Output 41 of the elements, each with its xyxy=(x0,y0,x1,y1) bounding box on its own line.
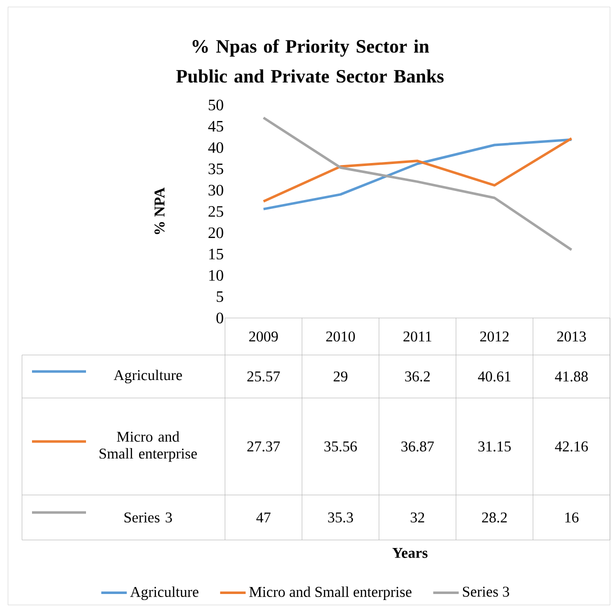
text: Series 3 xyxy=(124,512,172,522)
chart-title: % Npas of Priority Sector in Public and Private Sector Banks xyxy=(176,39,444,83)
y-tick-label: 40 xyxy=(208,142,224,153)
data-label: 29 xyxy=(334,371,348,382)
data-label: 35.56 xyxy=(324,441,357,452)
x-tick-label: 2011 xyxy=(403,331,432,342)
y-axis-title: % NPA xyxy=(154,187,165,234)
y-tick-label: 0 xyxy=(216,312,224,324)
data-label: 25.57 xyxy=(247,371,280,382)
data-label: 36.2 xyxy=(405,371,430,382)
data-label: 32 xyxy=(410,512,424,522)
text: Years xyxy=(392,548,428,558)
data-label: 27.37 xyxy=(247,441,280,452)
line-series xyxy=(262,116,573,252)
y-tick-label: 45 xyxy=(208,120,224,132)
text: Micro and Small enterprise xyxy=(249,586,412,600)
data-label: 42.16 xyxy=(554,441,588,452)
x-tick-label: 2010 xyxy=(326,331,355,342)
x-tick-label: 2013 xyxy=(557,331,586,342)
x-tick-label: 2012 xyxy=(480,331,509,342)
y-tick-label: 20 xyxy=(208,227,224,238)
y-tick-label: 5 xyxy=(216,291,224,302)
y-tick-label: 10 xyxy=(209,270,224,281)
data-label: 40.61 xyxy=(478,371,510,382)
y-tick-label: 15 xyxy=(209,248,224,260)
y-tick-label: 35 xyxy=(208,164,224,174)
y-tick-label: 50 xyxy=(208,100,224,110)
y-tick-label: 30 xyxy=(208,184,224,196)
data-label: 28.2 xyxy=(482,512,507,523)
y-tick-label: 25 xyxy=(208,206,224,217)
data-label: 35.3 xyxy=(328,512,353,523)
data-label: 41.88 xyxy=(554,371,588,382)
x-tick-label: 2009 xyxy=(249,331,278,342)
data-label: 47 xyxy=(256,512,271,522)
legend-label: Agriculture xyxy=(114,370,182,384)
legend-label: Micro and Small enterprise xyxy=(100,431,197,462)
data-label: 36.87 xyxy=(401,441,434,452)
text: Agriculture xyxy=(130,586,198,600)
data-label: 31.15 xyxy=(478,441,511,452)
data-label: 16 xyxy=(565,512,579,522)
legend-label: Series 3 xyxy=(462,586,510,597)
